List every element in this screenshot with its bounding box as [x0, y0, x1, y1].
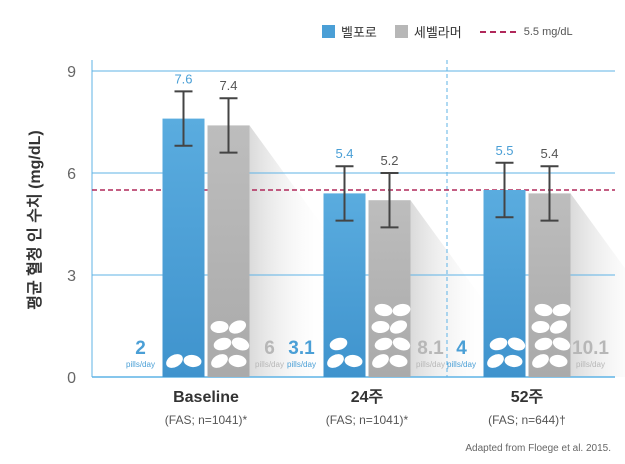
pill-icon: [549, 354, 568, 368]
pill-icons: [531, 303, 571, 368]
pill-icon: [392, 303, 411, 317]
pill-icon: [327, 354, 344, 368]
y-axis-label: 평균 혈청 인 수치 (mg/dL): [25, 130, 44, 309]
legend-item-limit: 5.5 mg/dL: [479, 25, 573, 38]
value-label: 5.4: [335, 146, 353, 161]
pill-icon: [392, 337, 411, 351]
pills-unit-label: pills/day: [287, 360, 316, 369]
pills-count-label: 6: [264, 338, 275, 359]
value-label: 5.2: [380, 153, 398, 168]
category-label: 24주: [351, 388, 384, 406]
legend-swatch-series2: [394, 25, 408, 38]
pill-icon: [507, 337, 526, 351]
pill-icon: [389, 354, 408, 368]
legend: 벨포로 세벨라머 5.5 mg/dL: [322, 22, 591, 41]
source-note: Adapted from Floege et al. 2015.: [465, 443, 611, 454]
pill-icon: [374, 303, 393, 317]
legend-swatch-series1: [322, 25, 335, 38]
pill-icon: [329, 337, 348, 351]
pills-count-label: 10.1: [572, 338, 609, 359]
pill-icon: [166, 354, 183, 368]
pill-icons: [210, 320, 250, 368]
pills-unit-label: pills/day: [255, 360, 284, 369]
pill-icon: [213, 337, 232, 351]
pill-icon: [487, 354, 504, 368]
pill-icon: [552, 337, 571, 351]
legend-label-limit: 5.5 mg/dL: [523, 25, 573, 38]
pill-icons: [166, 354, 202, 368]
pill-icons: [487, 337, 526, 368]
pill-icon: [504, 354, 523, 368]
pill-icon: [489, 337, 508, 351]
y-tick-label: 6: [67, 166, 76, 183]
pill-icon: [231, 337, 250, 351]
pill-icon: [228, 320, 247, 334]
category-sublabel: (FAS; n=1041)*: [326, 413, 409, 427]
legend-dash-limit: [479, 30, 516, 33]
bar-series1: [162, 118, 205, 377]
labels: 7.62pills/day7.46pills/dayBaseline(FAS; …: [126, 71, 609, 427]
legend-item-series2: 세벨라머: [394, 22, 462, 41]
category-sublabel: (FAS; n=1041)*: [165, 413, 248, 427]
pill-icon: [372, 354, 389, 368]
legend-label-series1: 벨포로: [341, 25, 377, 40]
pill-icon: [389, 320, 408, 334]
bar-shadows: [249, 125, 625, 378]
pills-unit-label: pills/day: [576, 360, 605, 369]
bar-shadow: [570, 193, 625, 377]
category-sublabel: (FAS; n=644)†: [488, 413, 566, 427]
legend-item-series1: 벨포로: [322, 22, 377, 41]
bar-series2: [207, 125, 250, 378]
y-tick-label: 9: [67, 64, 76, 81]
value-label: 7.6: [174, 71, 192, 86]
value-label: 7.4: [219, 78, 237, 93]
pill-icons: [327, 337, 363, 368]
pill-icon: [534, 337, 553, 351]
pill-icons: [371, 303, 411, 368]
pill-icon: [532, 354, 549, 368]
pills-unit-label: pills/day: [447, 360, 476, 369]
y-tick-label: 0: [67, 370, 76, 387]
pill-icon: [371, 320, 390, 334]
category-label: 52주: [511, 388, 544, 406]
bar-shadow: [249, 125, 330, 378]
pill-icon: [183, 354, 202, 368]
pills-unit-label: pills/day: [126, 360, 155, 369]
pill-icon: [344, 354, 363, 368]
pill-icon: [552, 303, 571, 317]
value-label: 5.5: [495, 143, 513, 158]
pills-count-label: 4: [456, 338, 467, 359]
bar-shadow: [410, 200, 491, 377]
legend-label-series2: 세벨라머: [413, 25, 462, 40]
pills-count-label: 8.1: [417, 338, 444, 359]
pill-icon: [534, 303, 553, 317]
value-label: 5.4: [540, 146, 558, 161]
pill-icon: [549, 320, 568, 334]
pill-icon: [211, 354, 228, 368]
category-label: Baseline: [173, 389, 239, 406]
bars: [162, 90, 571, 378]
y-tick-label: 3: [67, 268, 76, 285]
pill-icon: [531, 320, 550, 334]
pills-unit-label: pills/day: [416, 360, 445, 369]
pill-icon: [228, 354, 247, 368]
pill-icon: [374, 337, 393, 351]
pill-icon: [210, 320, 229, 334]
pills-count-label: 3.1: [288, 338, 315, 359]
pills-count-label: 2: [135, 338, 146, 359]
